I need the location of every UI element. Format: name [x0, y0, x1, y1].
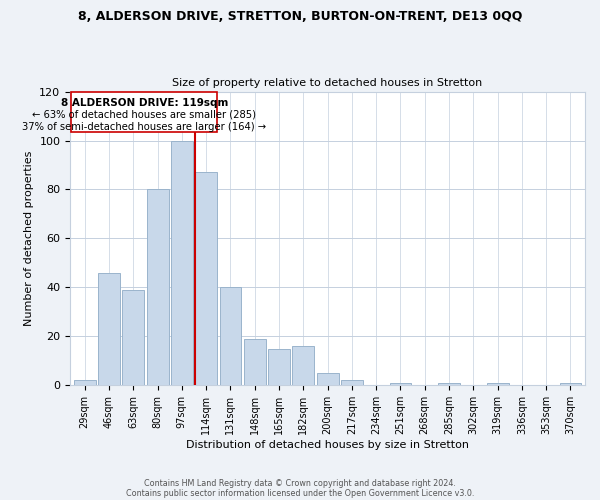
Text: 8, ALDERSON DRIVE, STRETTON, BURTON-ON-TRENT, DE13 0QQ: 8, ALDERSON DRIVE, STRETTON, BURTON-ON-T… [78, 10, 522, 23]
X-axis label: Distribution of detached houses by size in Stretton: Distribution of detached houses by size … [186, 440, 469, 450]
Text: Contains public sector information licensed under the Open Government Licence v3: Contains public sector information licen… [126, 488, 474, 498]
Bar [268, 348, 290, 386]
Bar [389, 383, 412, 386]
Bar [74, 380, 95, 386]
Text: ← 63% of detached houses are smaller (285): ← 63% of detached houses are smaller (28… [32, 110, 256, 120]
Text: 37% of semi-detached houses are larger (164) →: 37% of semi-detached houses are larger (… [22, 122, 266, 132]
Bar [487, 383, 509, 386]
Bar [146, 190, 169, 386]
Bar [292, 346, 314, 386]
Bar [122, 290, 144, 386]
Y-axis label: Number of detached properties: Number of detached properties [24, 151, 34, 326]
Bar [317, 373, 338, 386]
Bar [195, 172, 217, 386]
FancyBboxPatch shape [71, 92, 217, 132]
Bar [560, 383, 581, 386]
Bar [220, 288, 241, 386]
Bar [171, 140, 193, 386]
Text: 8 ALDERSON DRIVE: 119sqm: 8 ALDERSON DRIVE: 119sqm [61, 98, 228, 108]
Bar [244, 339, 266, 386]
Bar [341, 380, 363, 386]
Text: Contains HM Land Registry data © Crown copyright and database right 2024.: Contains HM Land Registry data © Crown c… [144, 478, 456, 488]
Bar [98, 272, 120, 386]
Bar [438, 383, 460, 386]
Title: Size of property relative to detached houses in Stretton: Size of property relative to detached ho… [172, 78, 483, 88]
